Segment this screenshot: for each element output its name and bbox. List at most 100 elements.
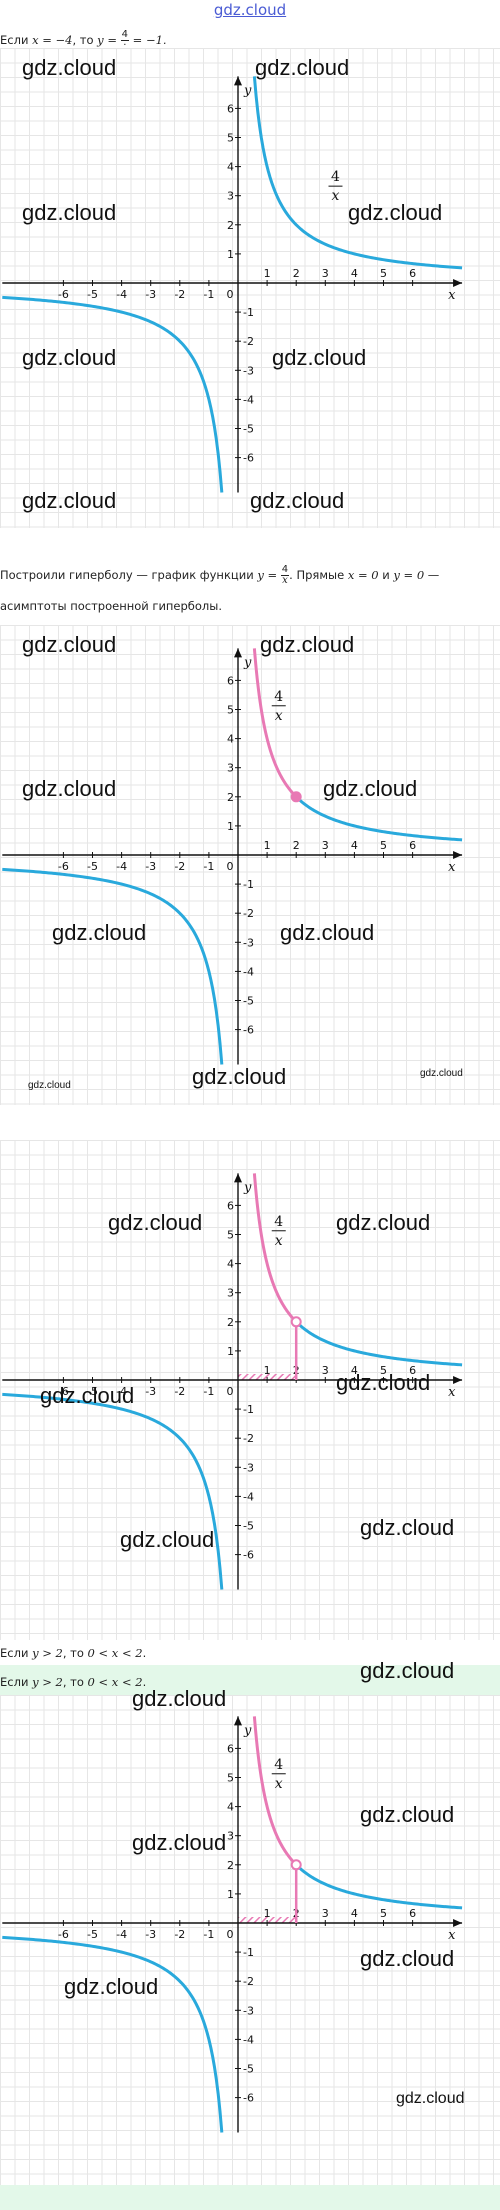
y-tick-label: 2	[227, 791, 234, 804]
watermark: gdz.cloud	[348, 200, 443, 225]
y-tick-label: 5	[227, 132, 234, 145]
y-tick-label: -6	[243, 1549, 254, 1562]
y-tick-label: 3	[227, 762, 234, 775]
watermark: gdz.cloud	[22, 200, 117, 225]
curve-label-num: 4	[331, 169, 340, 185]
x-tick-label: -1	[203, 1385, 214, 1398]
x-tick-label: -3	[145, 1928, 156, 1941]
curve-label: 4x	[271, 689, 286, 724]
x-tick-label: -4	[116, 1928, 127, 1941]
y-tick-label: 2	[227, 1859, 234, 1872]
x-tick-label: -6	[58, 860, 69, 873]
x-tick-label: 2	[293, 267, 300, 280]
y-tick-label: 4	[227, 1258, 234, 1271]
y-axis-arrow	[234, 648, 242, 658]
chart-panel-2: -6 -5 -4 -3 -2 -1 0 1 2 3 4 5 6 -6 -5 -4 -3 -2 -1 1 2 3 4 5 6 x y 4…	[0, 625, 500, 1105]
watermark: gdz.cloud	[22, 776, 117, 801]
watermark: gdz.cloud	[40, 1383, 135, 1408]
x-tick-label: -3	[145, 288, 156, 301]
y-tick-label: -2	[243, 1432, 254, 1445]
x-tick-label: -6	[58, 288, 69, 301]
watermark: gdz.cloud	[120, 1527, 215, 1552]
y-tick-label: -5	[243, 995, 254, 1008]
hyperbola-chart-1: -6 -5 -4 -3 -2 -1 0 1 2 3 4 5 6 -6 -5 -4 -3 -2 -1 1 2 3 4 5 6 x y 4…	[2, 76, 463, 493]
y-tick-label: -2	[243, 335, 254, 348]
x-tick-label: 6	[409, 267, 416, 280]
watermark: gdz.cloud	[272, 345, 367, 370]
curve-label-den: x	[332, 188, 340, 204]
x-tick-label: 5	[380, 839, 387, 852]
y-tick-label: 2	[227, 219, 234, 232]
curve-label-den: x	[275, 1233, 283, 1249]
x-tick-label: 2	[293, 839, 300, 852]
curve-label-num: 4	[274, 689, 283, 705]
hyperbola-branch-positive	[295, 1863, 463, 1910]
watermark: gdz.cloud	[396, 2090, 465, 2107]
y-tick-label: 4	[227, 1801, 234, 1814]
hyperbola-chart-3: -6-5-4-3-2-10123456-6-5-4-3-2-1123456xy4…	[2, 1173, 463, 1590]
watermark: gdz.cloud	[108, 1210, 203, 1235]
y-tick-label: 1	[227, 1888, 234, 1901]
text-if-y-1: Если y > 2, то 0 < x < 2.	[0, 1646, 147, 1660]
y-tick-label: 6	[227, 674, 234, 687]
y-axis-arrow	[234, 1716, 242, 1726]
x-tick-label: -1	[203, 288, 214, 301]
y-tick-label: 1	[227, 820, 234, 833]
point-2-2	[290, 791, 302, 803]
text-asymptotes: асимптоты построенной гиперболы.	[0, 599, 223, 613]
watermark: gdz.cloud	[28, 1080, 71, 1091]
y-tick-label: -2	[243, 1975, 254, 1988]
x-tick-label: -4	[116, 860, 127, 873]
watermark: gdz.cloud	[52, 920, 147, 945]
y-tick-label: 1	[227, 1345, 234, 1358]
hyperbola-branch-negative	[2, 1392, 224, 1590]
x-tick-label: 5	[380, 267, 387, 280]
watermark: gdz.cloud	[22, 632, 117, 657]
x-tick-label: -3	[145, 860, 156, 873]
watermark: gdz.cloud	[132, 1686, 227, 1711]
x-tick-label: 0	[227, 1928, 234, 1941]
y-tick-label: 5	[227, 1229, 234, 1242]
watermark: gdz.cloud	[323, 776, 418, 801]
watermark: gdz.cloud	[360, 1946, 455, 1971]
hyperbola-branch-negative	[2, 867, 224, 1065]
x-tick-label: 0	[227, 1385, 234, 1398]
hyperbola-branch-positive	[295, 1320, 463, 1367]
site-title[interactable]: gdz.cloud	[213, 1, 287, 19]
y-tick-label: -1	[243, 306, 254, 319]
y-tick-label: -3	[243, 364, 254, 377]
watermark: gdz.cloud	[336, 1210, 431, 1235]
x-tick-label: 3	[322, 267, 329, 280]
watermark: gdz.cloud	[360, 1515, 455, 1540]
y-tick-label: -6	[243, 2092, 254, 2105]
answer-band	[0, 1665, 500, 1695]
chart-panel-4: -6-5-4-3-2-10123456-6-5-4-3-2-1123456xy4…	[0, 1695, 500, 2185]
hyperbola-branch-positive	[295, 795, 463, 842]
x-tick-label: 3	[322, 1364, 329, 1377]
x-tick-label: -5	[87, 1385, 98, 1398]
y-tick-label: 6	[227, 1742, 234, 1755]
y-tick-label: -1	[243, 878, 254, 891]
watermark: gdz.cloud	[132, 1830, 227, 1855]
hyperbola-chart-4: -6-5-4-3-2-10123456-6-5-4-3-2-1123456xy4…	[2, 1716, 463, 2133]
watermark: gdz.cloud	[192, 1064, 287, 1089]
x-tick-label: 1	[264, 1907, 271, 1920]
x-tick-label: 1	[264, 1364, 271, 1377]
watermark: gdz.cloud	[255, 55, 350, 80]
text-built-hyperbola: Построили гиперболу — график функции y =…	[0, 564, 440, 586]
y-axis-arrow	[234, 76, 242, 86]
y-axis-label: y	[243, 1723, 252, 1738]
curve-label-num: 4	[274, 1214, 283, 1230]
y-tick-label: -4	[243, 393, 254, 406]
x-axis-arrow	[453, 851, 463, 859]
x-tick-label: -6	[58, 1928, 69, 1941]
hyperbola-branch-negative	[2, 1935, 224, 2133]
point-2-2	[290, 1316, 302, 1328]
x-tick-label: 3	[322, 1907, 329, 1920]
watermark: gdz.cloud	[280, 920, 375, 945]
hyperbola-highlight	[252, 1173, 298, 1323]
y-tick-label: 3	[227, 1830, 234, 1843]
x-tick-label: -4	[116, 1385, 127, 1398]
x-tick-label: -5	[87, 1928, 98, 1941]
x-tick-label: -4	[116, 288, 127, 301]
